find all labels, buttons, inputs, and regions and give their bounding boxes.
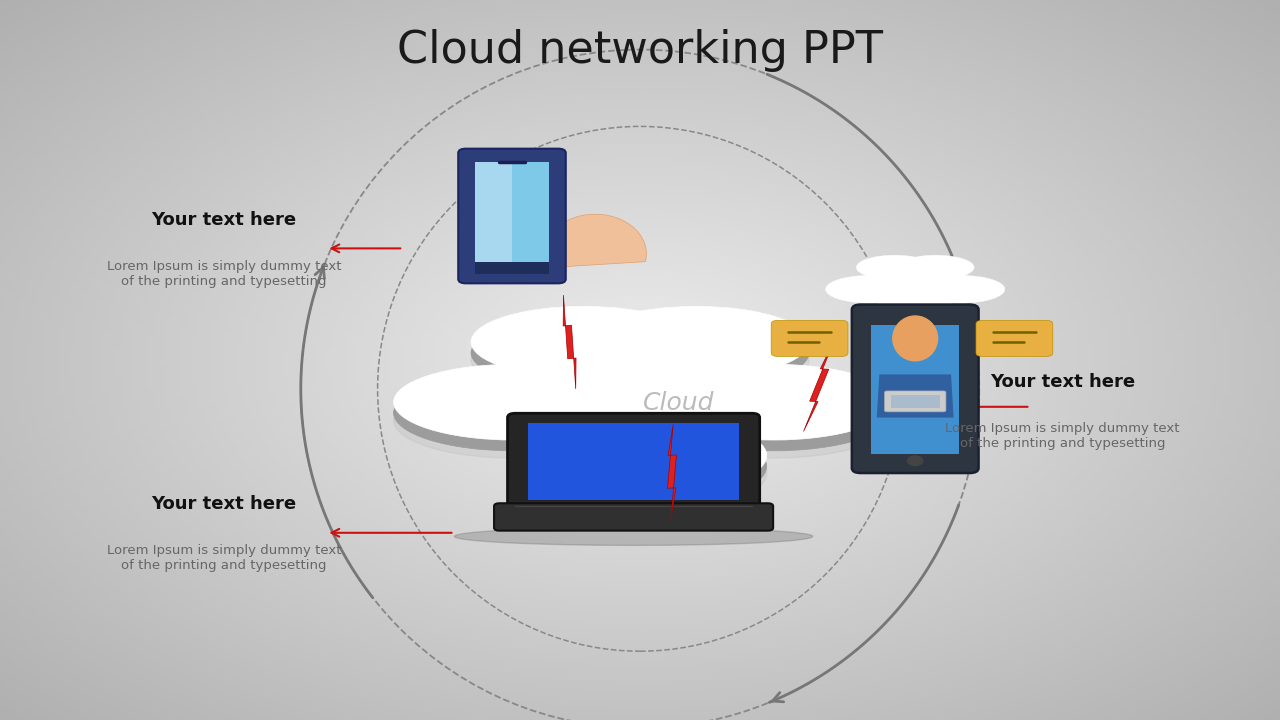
Ellipse shape: [485, 358, 795, 456]
Text: Lorem Ipsum is simply dummy text
of the printing and typesetting: Lorem Ipsum is simply dummy text of the …: [945, 422, 1180, 449]
Ellipse shape: [654, 382, 893, 458]
Ellipse shape: [471, 318, 696, 389]
Ellipse shape: [826, 276, 913, 303]
FancyBboxPatch shape: [771, 320, 849, 356]
Ellipse shape: [893, 316, 937, 361]
Text: Cloud: Cloud: [643, 391, 714, 415]
Ellipse shape: [454, 527, 813, 546]
Ellipse shape: [584, 318, 809, 389]
Ellipse shape: [513, 433, 767, 514]
Ellipse shape: [897, 256, 974, 279]
Text: Your text here: Your text here: [989, 373, 1135, 391]
Text: Cloud networking PPT: Cloud networking PPT: [397, 29, 883, 72]
Polygon shape: [804, 339, 835, 431]
FancyBboxPatch shape: [475, 263, 549, 274]
Ellipse shape: [654, 364, 893, 440]
Ellipse shape: [513, 426, 767, 507]
Ellipse shape: [485, 351, 795, 449]
Text: Lorem Ipsum is simply dummy text
of the printing and typesetting: Lorem Ipsum is simply dummy text of the …: [106, 544, 342, 572]
Polygon shape: [877, 374, 954, 418]
Ellipse shape: [394, 375, 634, 451]
FancyBboxPatch shape: [870, 325, 960, 454]
Ellipse shape: [918, 276, 1005, 303]
Ellipse shape: [908, 456, 923, 466]
FancyBboxPatch shape: [494, 503, 773, 531]
FancyBboxPatch shape: [977, 320, 1052, 356]
Ellipse shape: [485, 340, 795, 438]
FancyBboxPatch shape: [475, 163, 512, 264]
FancyBboxPatch shape: [852, 305, 978, 473]
Polygon shape: [668, 425, 676, 518]
FancyBboxPatch shape: [529, 423, 740, 500]
Ellipse shape: [394, 382, 634, 458]
FancyBboxPatch shape: [512, 163, 549, 264]
Ellipse shape: [856, 256, 933, 279]
FancyBboxPatch shape: [884, 391, 946, 412]
Text: Lorem Ipsum is simply dummy text
of the printing and typesetting: Lorem Ipsum is simply dummy text of the …: [106, 260, 342, 287]
Text: Your text here: Your text here: [151, 211, 297, 229]
FancyBboxPatch shape: [507, 413, 759, 512]
Ellipse shape: [513, 415, 767, 496]
Ellipse shape: [394, 364, 634, 440]
FancyBboxPatch shape: [458, 149, 566, 284]
Ellipse shape: [874, 296, 956, 322]
Ellipse shape: [859, 266, 972, 302]
Ellipse shape: [654, 375, 893, 451]
Ellipse shape: [471, 325, 696, 396]
FancyBboxPatch shape: [891, 395, 940, 408]
Polygon shape: [544, 215, 646, 268]
Ellipse shape: [471, 307, 696, 378]
Ellipse shape: [584, 307, 809, 378]
Ellipse shape: [584, 325, 809, 396]
Polygon shape: [563, 295, 576, 389]
Text: Your text here: Your text here: [151, 495, 297, 513]
